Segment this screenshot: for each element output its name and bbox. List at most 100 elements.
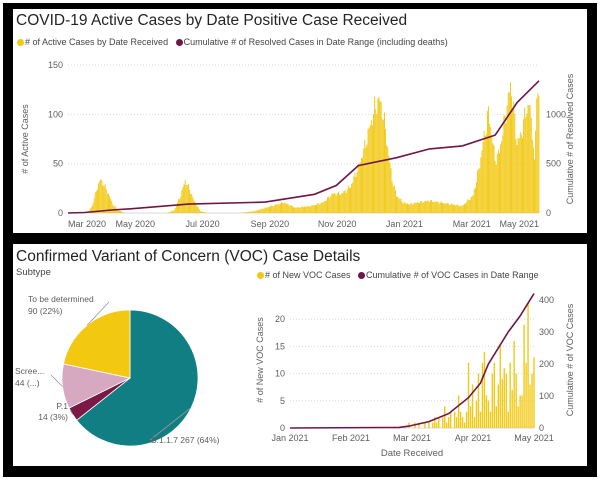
active-case-bar bbox=[535, 130, 537, 213]
voc-case-bar bbox=[436, 422, 438, 428]
active-case-bar bbox=[364, 140, 366, 213]
subtype-pie-chart[interactable]: B.1.1.7 267 (64%) P.114 (3%) Scree... 44 (.… bbox=[13, 244, 253, 466]
active-case-bar bbox=[470, 197, 472, 213]
active-case-bar bbox=[305, 206, 307, 213]
x-tick-label: Nov 2020 bbox=[318, 219, 357, 229]
active-case-bar bbox=[518, 138, 520, 213]
active-case-bar bbox=[419, 203, 420, 213]
voc-case-bar bbox=[479, 411, 482, 428]
active-case-bar bbox=[527, 105, 529, 213]
active-case-bar bbox=[525, 117, 527, 213]
active-case-bar bbox=[479, 168, 481, 213]
active-case-bar bbox=[322, 202, 324, 213]
voc-case-bar bbox=[507, 411, 509, 428]
active-case-bar bbox=[503, 116, 505, 213]
active-case-bar bbox=[272, 206, 274, 213]
active-case-bar bbox=[435, 201, 437, 213]
active-case-bar bbox=[294, 207, 296, 213]
active-case-bar bbox=[534, 159, 536, 213]
active-case-bar bbox=[484, 135, 486, 213]
active-case-bar bbox=[458, 205, 460, 213]
voc-title: Confirmed Variant of Concern (VOC) Case … bbox=[16, 248, 361, 265]
active-case-bar bbox=[252, 211, 254, 213]
active-case-bar bbox=[265, 207, 267, 213]
active-case-bar bbox=[359, 162, 361, 213]
active-case-bar bbox=[345, 192, 347, 213]
y2-tick-label: 1000 bbox=[546, 109, 566, 119]
active-case-bar bbox=[524, 107, 526, 213]
active-cases-chart[interactable]: 0 50 100 150 0 500 1000 Mar 2020 May 2020 Jul 202… bbox=[13, 9, 587, 233]
active-case-bar bbox=[493, 145, 495, 213]
active-case-bar bbox=[103, 186, 105, 213]
active-case-bar bbox=[437, 201, 439, 213]
active-case-bar bbox=[384, 112, 385, 213]
cumulative-voc-line bbox=[289, 293, 535, 429]
pie-label-screened-value: 44 (...) bbox=[15, 378, 40, 388]
voc-case-bar bbox=[432, 422, 434, 428]
active-case-bar bbox=[325, 200, 327, 213]
active-case-bar bbox=[120, 211, 121, 213]
active-case-bar bbox=[343, 190, 345, 213]
active-case-bar bbox=[335, 195, 337, 213]
active-case-bar bbox=[315, 204, 316, 213]
active-case-bar bbox=[278, 204, 280, 213]
legend-new-voc[interactable]: # of New VOC Cases bbox=[257, 270, 351, 280]
y-tick-label: 10 bbox=[275, 369, 285, 379]
active-case-bar bbox=[276, 204, 278, 213]
voc-case-bar bbox=[501, 379, 503, 428]
active-case-bar bbox=[481, 150, 483, 213]
legend-active-cases[interactable]: # of Active Cases by Date Received bbox=[17, 37, 168, 47]
active-case-bar bbox=[424, 200, 426, 213]
active-case-bar bbox=[101, 180, 103, 213]
active-case-bar bbox=[185, 185, 187, 213]
active-case-bar bbox=[517, 138, 519, 213]
active-case-bar bbox=[444, 203, 446, 213]
active-case-bar bbox=[112, 204, 114, 213]
active-case-bar bbox=[102, 185, 104, 213]
active-case-bar bbox=[186, 185, 188, 213]
active-case-bar bbox=[523, 119, 525, 213]
active-case-bar bbox=[448, 204, 450, 213]
active-case-bar bbox=[490, 127, 492, 213]
active-case-bar bbox=[388, 155, 390, 213]
active-case-bar bbox=[526, 113, 528, 213]
active-case-bar bbox=[105, 188, 107, 213]
active-case-bar bbox=[531, 139, 533, 213]
legend-dot-maroon bbox=[358, 271, 366, 279]
active-cases-title: COVID-19 Active Cases by Date Positive C… bbox=[16, 12, 408, 29]
voc-legend: # of New VOC Cases Cumulative # of VOC C… bbox=[257, 270, 544, 280]
active-case-bar bbox=[320, 203, 322, 213]
voc-case-bar bbox=[499, 346, 501, 428]
active-case-bar bbox=[387, 147, 389, 213]
active-case-bar bbox=[433, 201, 435, 213]
active-case-bar bbox=[122, 212, 124, 213]
active-case-bar bbox=[455, 205, 457, 213]
active-case-bar bbox=[350, 187, 351, 213]
active-case-bar bbox=[173, 210, 175, 213]
active-case-bar bbox=[271, 205, 273, 213]
legend-cumulative-voc[interactable]: Cumulative # of VOC Cases in Date Range bbox=[358, 270, 539, 280]
active-case-bar bbox=[267, 206, 269, 213]
active-case-bar bbox=[486, 110, 488, 213]
legend-resolved-cases[interactable]: Cumulative # of Resolved Cases in Date R… bbox=[175, 37, 448, 47]
pie-label-p1-value: 14 (3%) bbox=[38, 412, 68, 422]
active-case-bar bbox=[453, 204, 454, 213]
active-case-bar bbox=[495, 164, 497, 213]
active-case-bar bbox=[197, 207, 199, 213]
resolved-cases-line bbox=[67, 80, 540, 214]
active-case-bar bbox=[508, 92, 510, 213]
active-case-bar bbox=[400, 198, 402, 213]
active-case-bar bbox=[201, 211, 203, 213]
active-case-bar bbox=[457, 204, 459, 213]
active-case-bar bbox=[346, 189, 348, 213]
voc-case-bar bbox=[503, 368, 505, 428]
voc-case-bar bbox=[525, 362, 527, 428]
active-case-bar bbox=[344, 190, 346, 213]
active-case-bar bbox=[489, 124, 491, 213]
dashboard-frame: COVID-19 Active Cases by Date Positive C… bbox=[3, 3, 597, 477]
active-case-bar bbox=[532, 147, 534, 213]
active-case-bar bbox=[459, 206, 461, 213]
active-case-bar bbox=[317, 203, 319, 213]
active-case-bar bbox=[193, 199, 195, 213]
